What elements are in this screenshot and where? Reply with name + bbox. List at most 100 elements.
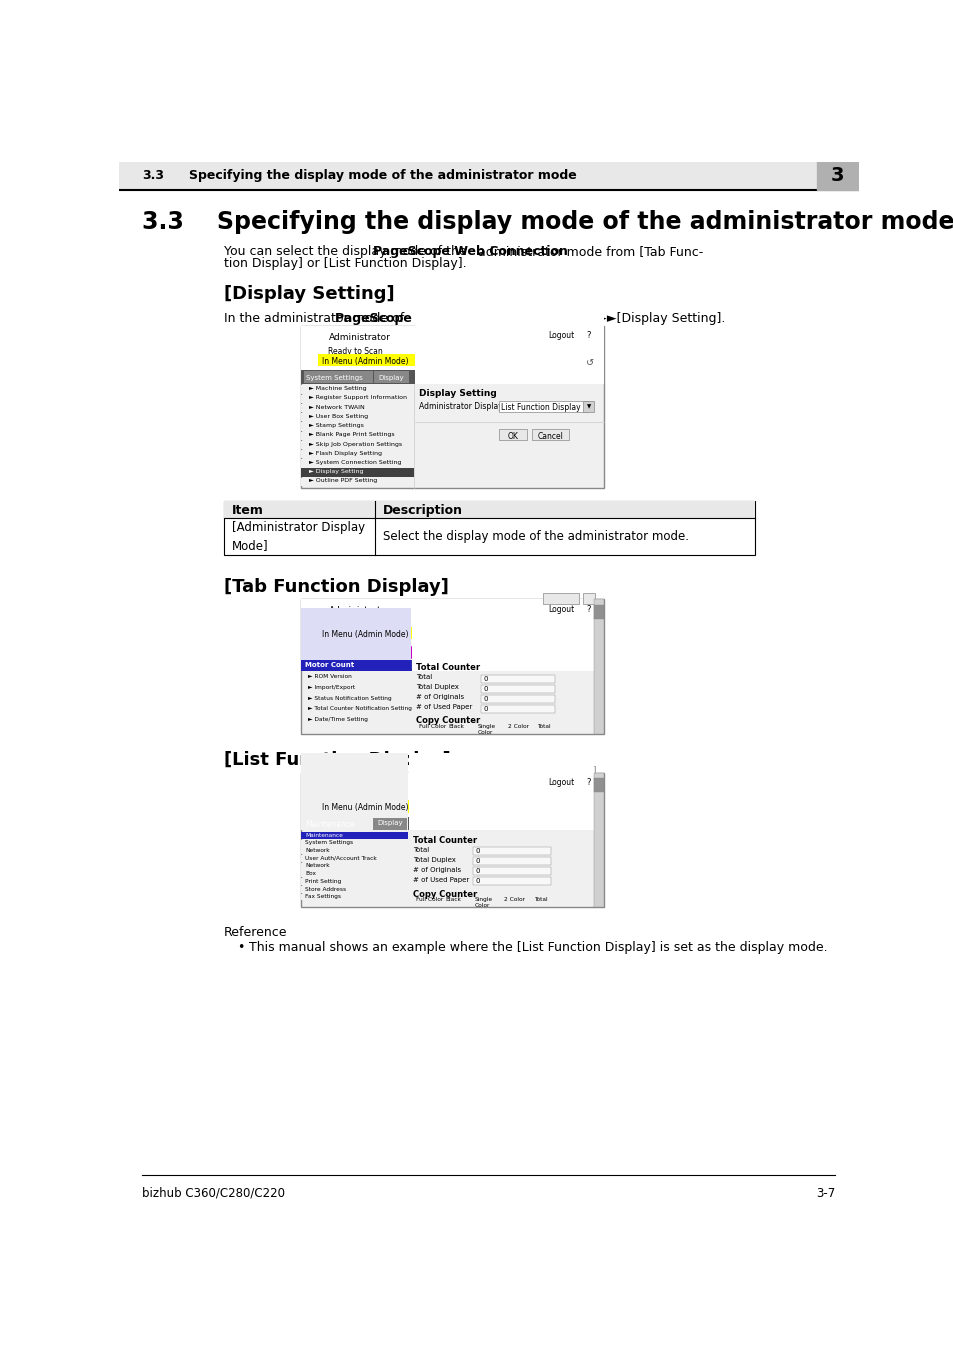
Bar — [480, 684, 555, 693]
Bar — [301, 894, 408, 900]
Text: ► User Box Setting: ► User Box Setting — [309, 414, 368, 418]
Text: ↺: ↺ — [585, 358, 593, 369]
Text: PageScope Web Connection: PageScope Web Connection — [373, 246, 568, 258]
Text: 0: 0 — [483, 706, 488, 711]
Text: , select [System Settings]►►[Display Setting].: , select [System Settings]►►[Display Set… — [436, 312, 724, 325]
Bar — [582, 801, 596, 813]
Bar — [301, 660, 411, 671]
Bar — [544, 647, 562, 659]
Bar — [301, 450, 414, 459]
Bar — [473, 878, 550, 886]
Text: Print Setting: Print Setting — [305, 879, 341, 884]
Bar — [480, 675, 555, 683]
Text: ► Total Counter Notification Setting: ► Total Counter Notification Setting — [307, 706, 411, 711]
Text: Logout: Logout — [547, 605, 574, 614]
Text: 3: 3 — [830, 166, 843, 185]
Bar — [318, 628, 457, 640]
Bar — [443, 647, 461, 659]
Text: ► Blank Page Print Settings: ► Blank Page Print Settings — [309, 432, 395, 437]
Text: Description: Description — [382, 504, 462, 517]
Text: Select the display mode of the administrator mode.: Select the display mode of the administr… — [382, 529, 688, 543]
Bar — [301, 478, 414, 486]
Text: Logout: Logout — [547, 778, 574, 787]
Bar — [473, 867, 550, 875]
Bar — [301, 886, 408, 892]
Text: Display: Display — [376, 821, 402, 826]
Text: ► Machine Setting: ► Machine Setting — [309, 386, 366, 391]
Bar — [582, 320, 595, 331]
Text: Full Color: Full Color — [418, 724, 446, 729]
Text: 0: 0 — [483, 675, 488, 682]
Bar — [423, 647, 441, 659]
Text: tion Display] or [List Function Display].: tion Display] or [List Function Display]… — [224, 258, 466, 270]
Text: 3.3    Specifying the display mode of the administrator mode: 3.3 Specifying the display mode of the a… — [142, 209, 953, 234]
Bar — [301, 370, 603, 383]
Text: 3-7: 3-7 — [815, 1187, 835, 1200]
Text: [Administrator Display
Mode]: [Administrator Display Mode] — [232, 521, 364, 552]
Bar — [498, 401, 587, 412]
Text: Logout: Logout — [547, 331, 574, 340]
Text: ► ROM Version: ► ROM Version — [307, 674, 351, 679]
Text: Network: Network — [305, 848, 330, 853]
Text: Total Duplex: Total Duplex — [416, 684, 458, 690]
Text: Total: Total — [413, 846, 429, 853]
Text: ► Status Notification Setting: ► Status Notification Setting — [307, 695, 391, 701]
Text: System Settings: System Settings — [305, 840, 353, 845]
Text: # of Used Paper: # of Used Paper — [413, 876, 469, 883]
Text: In the administrator mode of: In the administrator mode of — [224, 312, 408, 325]
Text: ► Display Setting: ► Display Setting — [309, 470, 363, 474]
Bar — [403, 647, 421, 659]
Bar — [473, 848, 550, 855]
Bar — [816, 162, 858, 190]
Text: ► Skip Job Operation Settings: ► Skip Job Operation Settings — [309, 441, 402, 447]
Bar — [363, 647, 381, 659]
Bar — [301, 753, 408, 830]
Text: Total Counter: Total Counter — [416, 663, 479, 671]
Text: ► System Connection Setting: ► System Connection Setting — [309, 460, 401, 464]
Text: 0: 0 — [476, 859, 479, 864]
Text: Copy Counter: Copy Counter — [416, 717, 479, 725]
Bar — [593, 772, 603, 907]
Text: [List Function Display]: [List Function Display] — [224, 751, 450, 769]
Bar — [301, 772, 603, 907]
Text: Total: Total — [416, 674, 432, 680]
Bar — [301, 855, 408, 861]
Text: Black: Black — [445, 898, 461, 902]
Bar — [301, 404, 414, 412]
Bar — [564, 647, 582, 659]
Bar — [583, 401, 594, 412]
Bar — [409, 753, 593, 830]
Text: In Menu (Admin Mode): In Menu (Admin Mode) — [322, 803, 409, 813]
Text: Motor Count: Motor Count — [305, 662, 355, 668]
Bar — [480, 705, 555, 713]
Bar — [301, 423, 414, 431]
Bar — [318, 354, 457, 366]
Text: Black: Black — [448, 724, 464, 729]
Text: Network: Network — [305, 864, 330, 868]
Text: ?: ? — [586, 331, 591, 340]
Text: Display: Display — [378, 374, 404, 381]
Text: Full Color: Full Color — [416, 898, 443, 902]
Text: 2 Color: 2 Color — [504, 898, 525, 902]
Bar — [301, 325, 603, 377]
Text: Ready to Scan: Ready to Scan — [328, 347, 383, 356]
Text: 0: 0 — [476, 878, 479, 884]
Bar — [593, 599, 603, 734]
Text: System Settings: System Settings — [306, 374, 362, 381]
Bar — [473, 857, 550, 865]
Bar — [301, 325, 603, 487]
Bar — [373, 818, 406, 830]
Text: ► Import/Export: ► Import/Export — [307, 684, 355, 690]
Text: ► Network TWAIN: ► Network TWAIN — [309, 405, 364, 409]
Bar — [542, 767, 578, 778]
Bar — [593, 778, 603, 792]
Text: PageScope Web Connection: PageScope Web Connection — [335, 312, 530, 325]
Bar — [480, 695, 555, 702]
Text: [Tab Function Display]: [Tab Function Display] — [224, 578, 448, 595]
Text: # of Used Paper: # of Used Paper — [416, 705, 472, 710]
Bar — [504, 647, 521, 659]
Text: OK: OK — [507, 432, 517, 440]
Text: ?: ? — [586, 605, 591, 614]
Text: Specifying the display mode of the administrator mode: Specifying the display mode of the admin… — [189, 169, 577, 182]
Bar — [484, 647, 501, 659]
